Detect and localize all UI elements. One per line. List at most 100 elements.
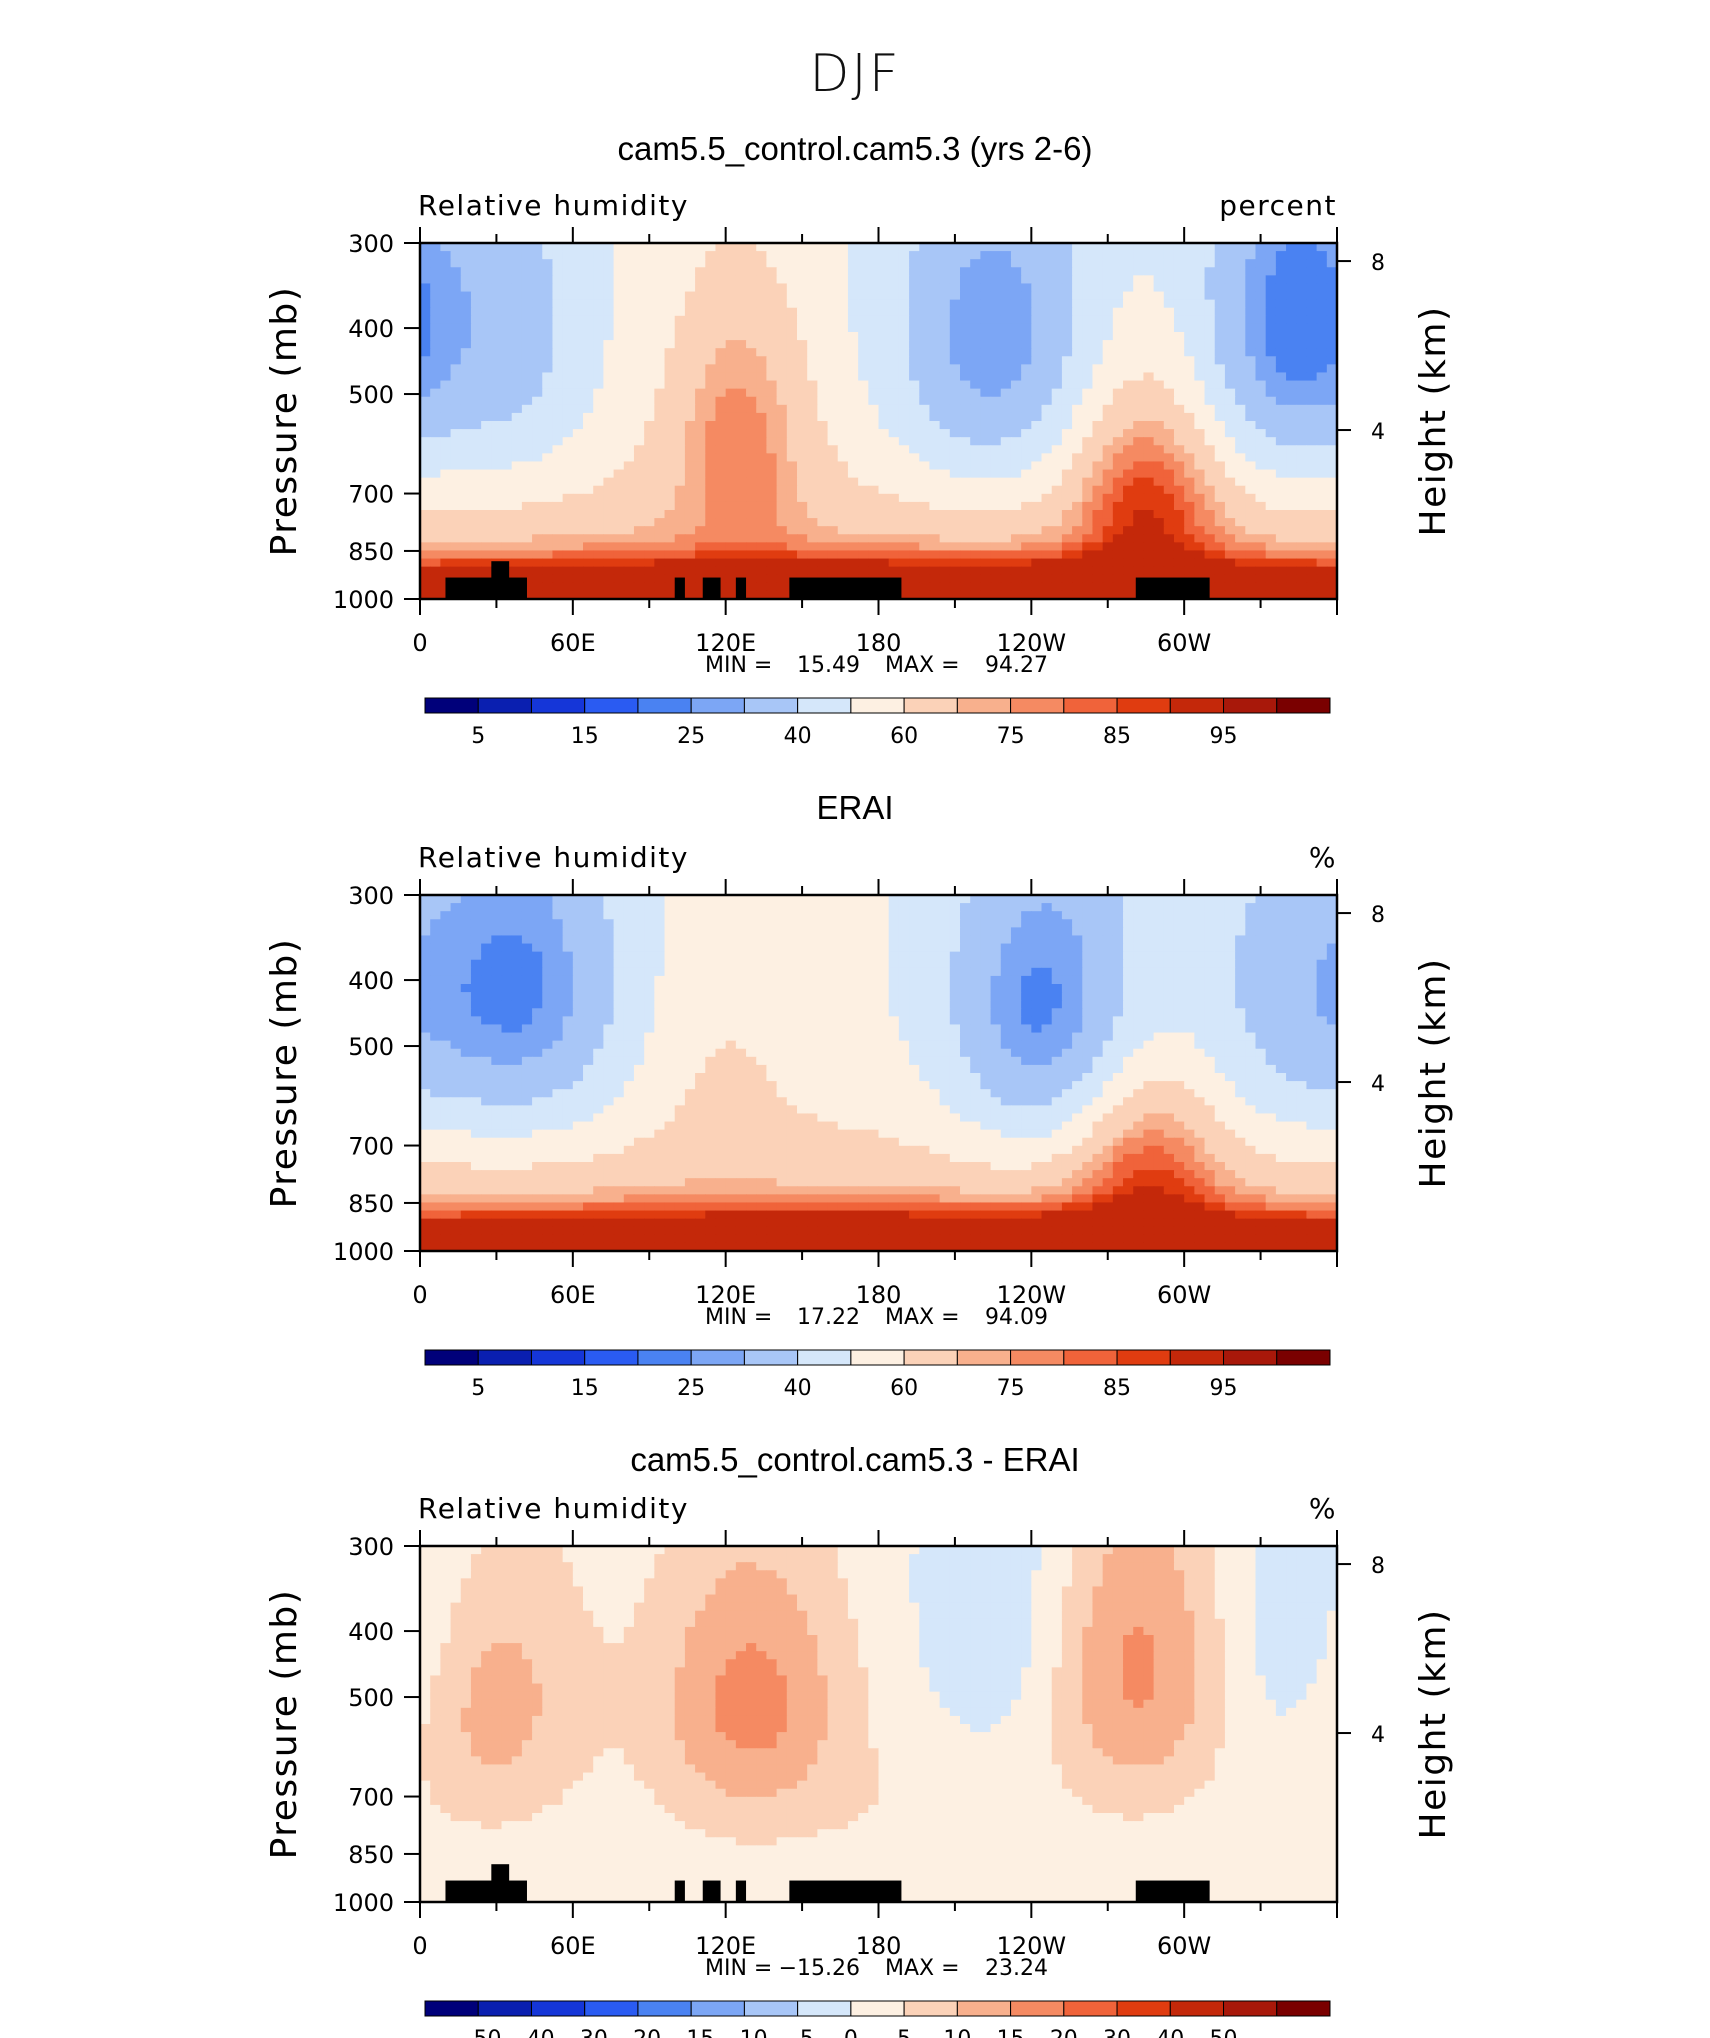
field-cell bbox=[1082, 299, 1094, 309]
field-cell bbox=[949, 453, 961, 463]
panel-title-diff: cam5.5_control.cam5.3 - ERAI bbox=[630, 1441, 1080, 1478]
field-cell bbox=[470, 477, 482, 487]
field-cell bbox=[776, 461, 788, 471]
field-cell bbox=[929, 582, 941, 592]
field-cell bbox=[776, 582, 788, 592]
field-cell bbox=[674, 558, 686, 568]
field-cell bbox=[827, 251, 839, 260]
field-cell bbox=[430, 332, 441, 341]
x-tick-label: 60E bbox=[550, 629, 596, 657]
field-cell bbox=[1051, 927, 1063, 937]
field-cell bbox=[481, 493, 492, 503]
field-cell bbox=[481, 501, 492, 511]
field-cell bbox=[1214, 501, 1226, 511]
field-cell bbox=[1061, 396, 1073, 406]
field-cell bbox=[1224, 510, 1236, 519]
field-cell bbox=[919, 380, 931, 390]
field-cell bbox=[1112, 943, 1124, 953]
field-cell bbox=[786, 453, 798, 463]
field-cell bbox=[1112, 542, 1124, 552]
field-cell bbox=[796, 919, 808, 928]
field-cell bbox=[613, 356, 625, 365]
field-cell bbox=[1173, 518, 1185, 527]
field-cell bbox=[786, 534, 798, 543]
field-cell bbox=[1133, 501, 1145, 511]
field-cell bbox=[1235, 372, 1246, 382]
field-cell bbox=[1214, 485, 1226, 495]
field-cell bbox=[613, 453, 625, 463]
field-cell bbox=[1143, 501, 1155, 511]
field-cell bbox=[491, 396, 503, 406]
field-cell bbox=[674, 566, 686, 576]
field-cell bbox=[1112, 364, 1124, 374]
field-cell bbox=[470, 348, 482, 357]
field-cell bbox=[888, 259, 900, 268]
field-cell bbox=[1286, 380, 1297, 390]
field-cell bbox=[633, 935, 645, 945]
field-cell bbox=[1184, 332, 1195, 341]
field-cell bbox=[919, 574, 931, 584]
field-cell bbox=[1021, 526, 1032, 535]
field-cell bbox=[1112, 429, 1124, 438]
field-cell bbox=[1275, 566, 1287, 576]
field-cell bbox=[919, 550, 931, 560]
field-cell bbox=[909, 590, 920, 600]
field-cell bbox=[786, 485, 798, 495]
field-cell bbox=[868, 935, 880, 945]
field-cell bbox=[633, 566, 645, 576]
field-cell bbox=[1255, 275, 1267, 285]
field-cell bbox=[1214, 534, 1226, 543]
field-cell bbox=[1306, 275, 1318, 285]
field-cell bbox=[1092, 243, 1104, 252]
field-cell bbox=[827, 493, 839, 503]
field-cell bbox=[756, 267, 768, 276]
field-cell bbox=[1235, 356, 1246, 365]
field-cell bbox=[1255, 429, 1267, 438]
field-cell bbox=[450, 380, 462, 390]
field-cell bbox=[858, 461, 869, 471]
field-cell bbox=[1112, 919, 1124, 928]
field-cell bbox=[1031, 477, 1043, 487]
field-cell bbox=[1072, 396, 1083, 406]
field-cell bbox=[949, 380, 961, 390]
field-cell bbox=[521, 542, 533, 552]
field-cell bbox=[939, 275, 951, 285]
field-cell bbox=[1153, 911, 1165, 920]
field-cell bbox=[695, 469, 706, 479]
field-cell bbox=[1123, 283, 1134, 293]
field-cell bbox=[705, 566, 717, 576]
field-cell bbox=[654, 388, 666, 398]
field-cell bbox=[1173, 251, 1185, 260]
field-cell bbox=[1245, 429, 1257, 438]
field-cell bbox=[644, 372, 655, 382]
field-cell bbox=[1296, 429, 1308, 438]
field-cell bbox=[674, 307, 686, 317]
field-cell bbox=[919, 299, 931, 309]
field-cell bbox=[909, 299, 920, 309]
field-cell bbox=[1072, 959, 1083, 969]
field-cell bbox=[735, 943, 747, 953]
field-cell bbox=[705, 275, 717, 285]
field-cell bbox=[796, 927, 808, 937]
field-cell bbox=[1224, 951, 1236, 961]
field-cell bbox=[1326, 332, 1338, 341]
field-cell bbox=[1173, 307, 1185, 317]
field-cell bbox=[613, 501, 625, 511]
field-cell bbox=[929, 283, 941, 293]
field-cell bbox=[1296, 967, 1308, 977]
field-cell bbox=[511, 518, 523, 527]
field-cell bbox=[460, 299, 472, 309]
field-cell bbox=[664, 590, 676, 600]
field-cell bbox=[837, 566, 849, 576]
field-cell bbox=[420, 582, 431, 592]
field-cell bbox=[644, 315, 655, 325]
field-cell bbox=[1204, 396, 1216, 406]
field-cell bbox=[776, 251, 788, 260]
field-cell bbox=[776, 445, 788, 454]
field-cell bbox=[807, 453, 818, 463]
field-cell bbox=[796, 412, 808, 422]
field-cell bbox=[583, 412, 594, 422]
field-cell bbox=[501, 412, 513, 422]
field-cell bbox=[980, 445, 992, 454]
field-cell bbox=[909, 251, 920, 260]
